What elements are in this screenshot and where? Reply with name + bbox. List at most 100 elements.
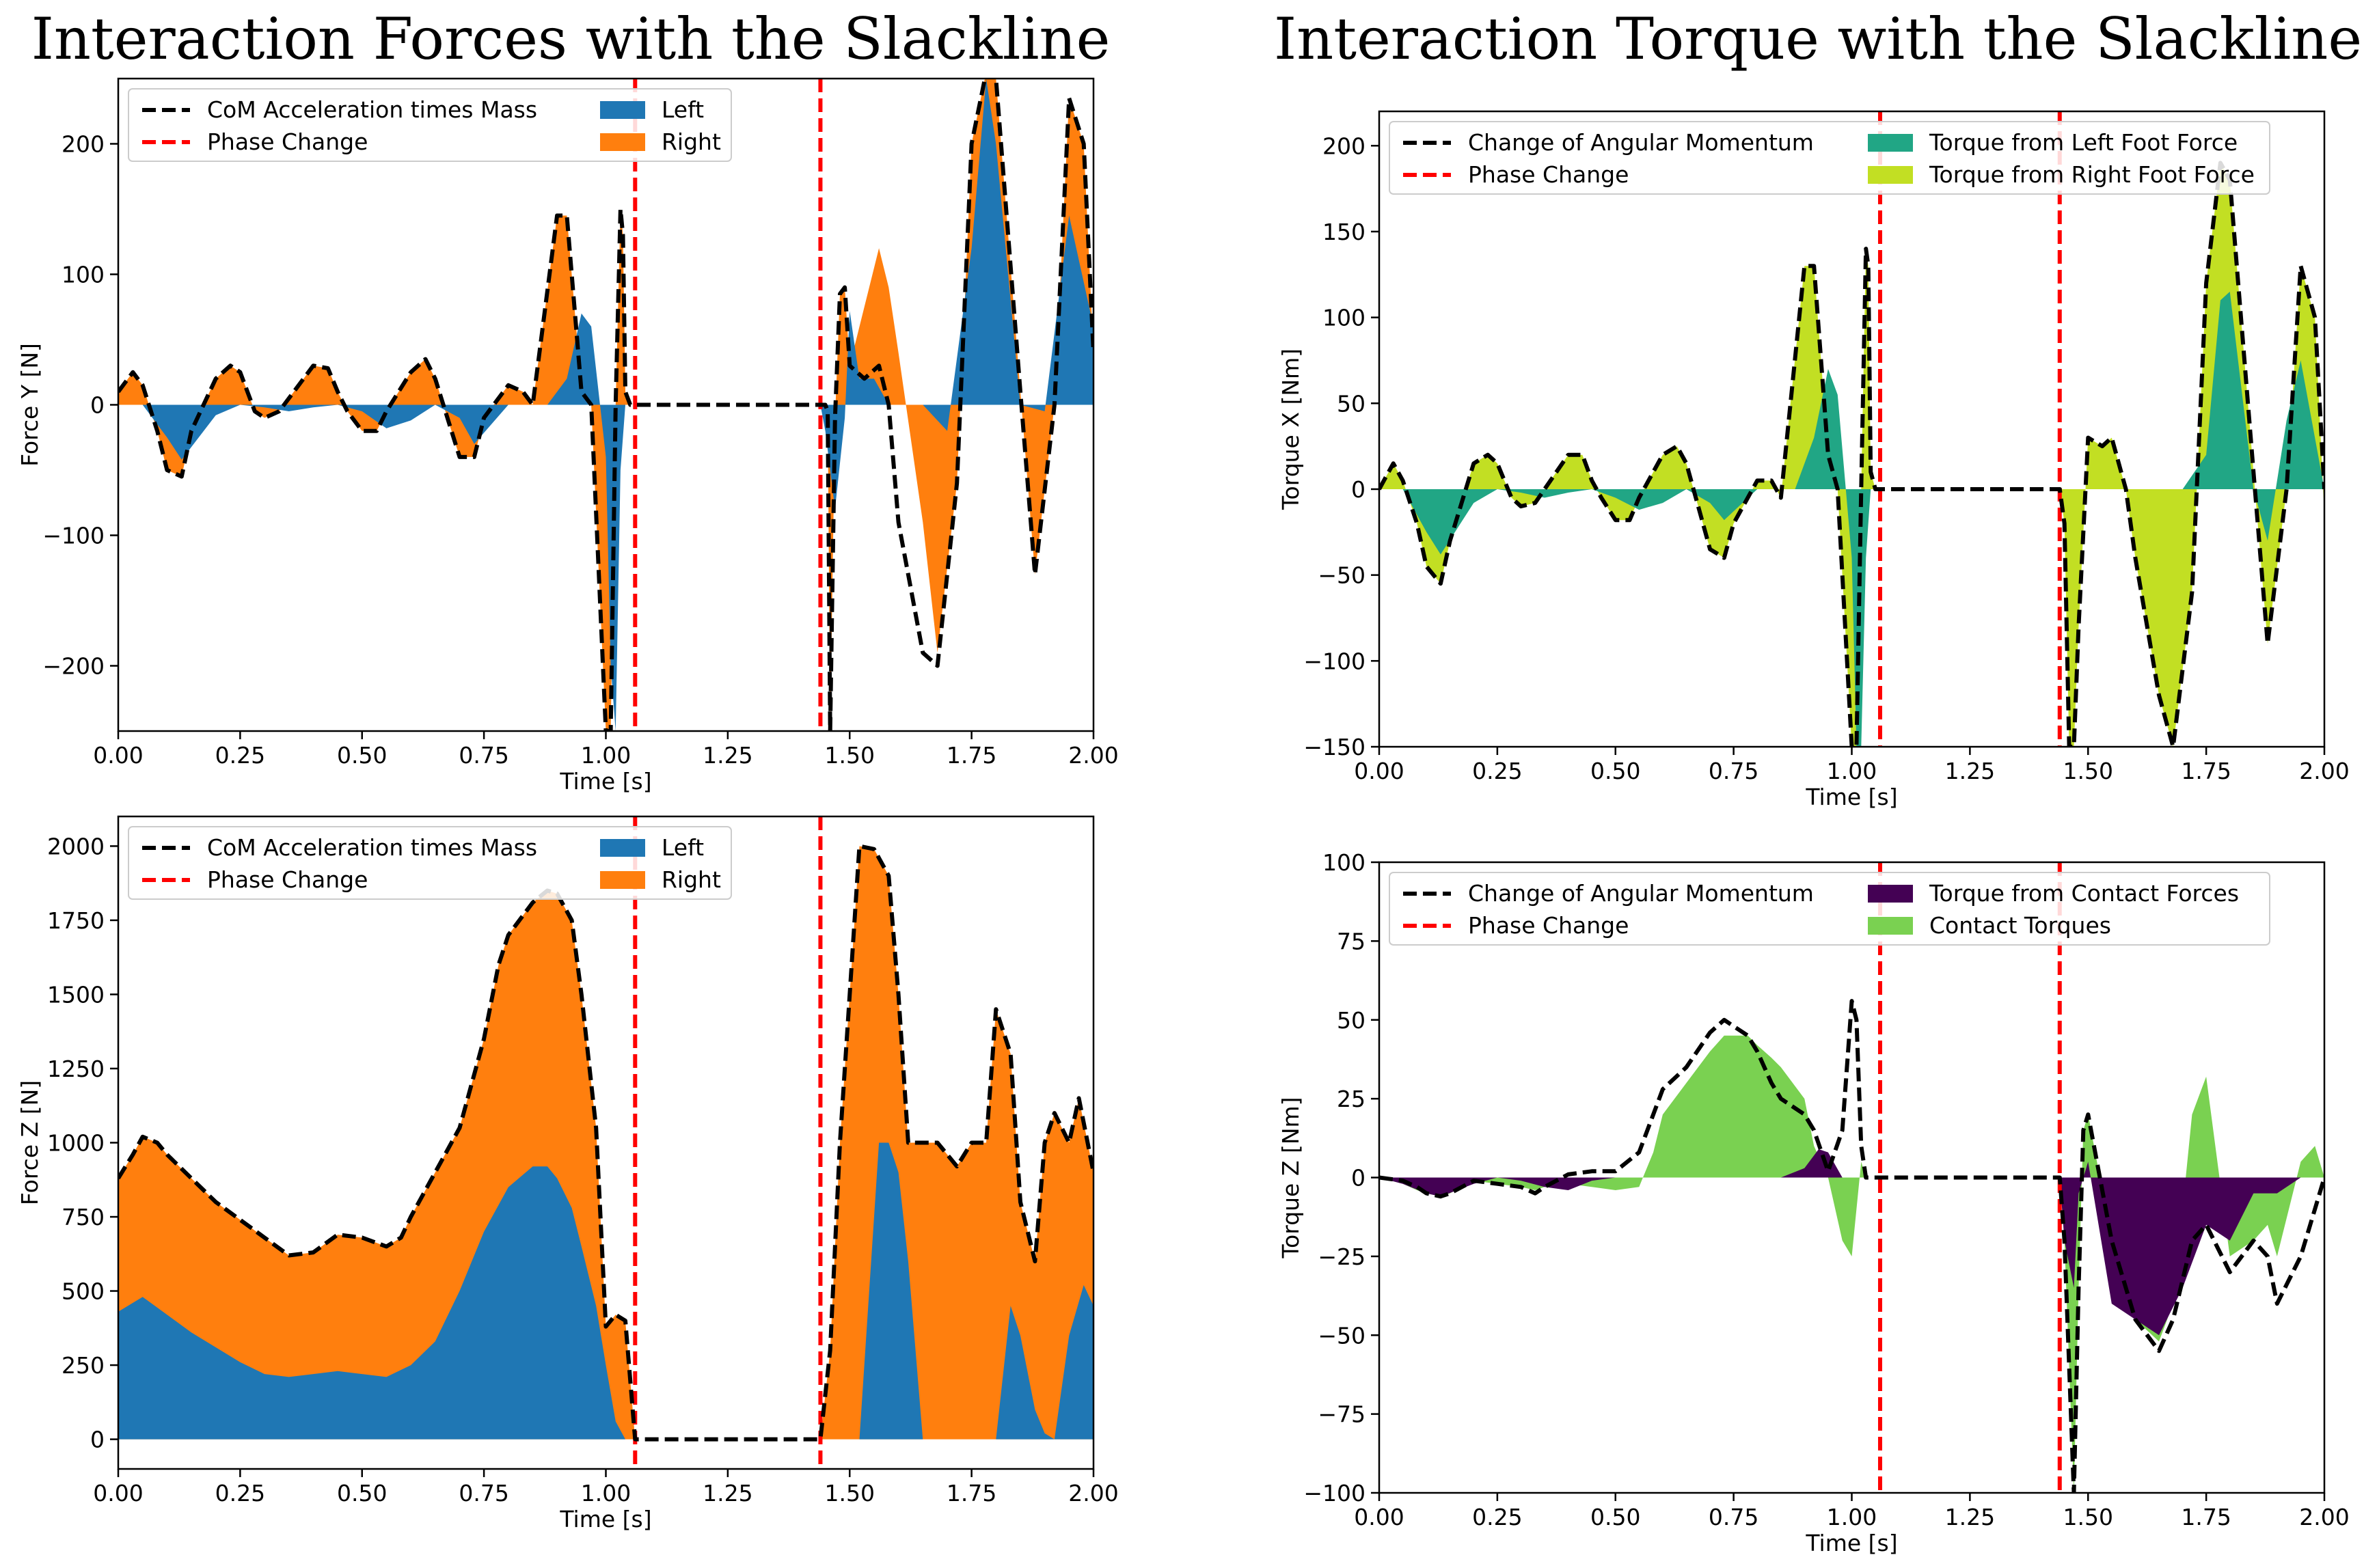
x-tick-label: 1.50 [825,1480,875,1507]
legend: Change of Angular Momentum Phase Change To… [1389,872,2270,946]
area-right [118,79,1093,731]
x-tick-label: 0.00 [1354,758,1404,784]
legend-label: Phase Change [1468,161,1629,188]
y-tick-label: −25 [1318,1243,1366,1270]
force-y-panel: 0.00 0.25 0.50 0.75 1.00 1.25 1.50 1.75 2.00 −200… [16,77,1119,795]
y-tick-label: 1750 [47,907,105,934]
y-tick-label: 1250 [47,1056,105,1082]
line-com-acceleration-times-mass [118,844,1093,1442]
x-tick-label: 0.75 [459,742,508,769]
x-tick-label: 0.50 [1590,1504,1640,1530]
y-tick-label: −75 [1318,1401,1366,1428]
x-axis-label: Time [s] [559,768,651,795]
x-tick-label: 2.00 [2299,758,2349,784]
x-tick-label: 0.75 [459,1480,508,1507]
legend: Change of Angular Momentum Phase Change To… [1389,121,2270,195]
legend-fill-swatch [600,101,645,119]
area-torque-from-contact-forces [1379,1149,2324,1336]
legend-label: Contact Torques [1929,912,2111,939]
y-tick-label: 250 [62,1352,105,1379]
x-tick-label: 0.25 [215,1480,265,1507]
legend-fill-swatch [600,839,645,857]
x-tick-label: 1.00 [581,742,631,769]
x-axis-label: Time [s] [559,1506,651,1532]
y-tick-label: 100 [1322,849,1366,876]
x-tick-label: 1.00 [1827,1504,1877,1530]
legend-label: Left [662,834,704,861]
x-tick-label: 1.75 [2181,1504,2231,1530]
y-tick-label: −50 [1318,1322,1366,1349]
x-tick-label: 0.50 [1590,758,1640,784]
legend: CoM Acceleration times Mass Phase Change L… [128,88,732,162]
y-tick-label: 1500 [47,981,105,1008]
legend-box [128,826,732,900]
y-tick-label: −100 [1303,648,1366,674]
y-tick-label: −200 [42,653,105,680]
y-axis-label: Force Z [N] [16,1080,43,1205]
y-tick-label: 25 [1337,1086,1366,1112]
plot-area [118,816,1093,1469]
plot-area [118,79,1093,731]
x-tick-label: 0.25 [1472,758,1522,784]
line-change-of-angular-momentum [1379,161,2324,747]
x-tick-label: 2.00 [2299,1504,2349,1530]
x-tick-label: 1.75 [947,1480,996,1507]
area-torque-from-left-foot-force [1379,291,2324,747]
x-tick-label: 1.75 [947,742,996,769]
legend-label: Phase Change [1468,912,1629,939]
x-tick-label: 1.50 [825,742,875,769]
x-tick-label: 0.25 [1472,1504,1522,1530]
legend: CoM Acceleration times Mass Phase Change L… [128,826,732,900]
y-tick-label: 75 [1337,928,1366,954]
legend-label: Right [662,866,721,893]
legend-label: CoM Acceleration times Mass [207,834,537,861]
legend-label: Torque from Contact Forces [1929,880,2239,907]
area-torque-from-right-foot-force [1379,163,2324,747]
x-tick-label: 0.25 [215,742,265,769]
x-tick-label: 0.00 [93,1480,143,1507]
x-tick-label: 1.25 [703,1480,752,1507]
y-tick-label: −150 [1303,734,1366,760]
area-left [118,79,1093,731]
y-tick-label: 150 [1322,219,1366,245]
area-contact-torques [1379,1035,2324,1493]
y-tick-label: 200 [1322,133,1366,159]
torque-x-panel: 0.00 0.25 0.50 0.75 1.00 1.25 1.50 1.75 2.00 −150… [1277,110,2350,810]
area-right [118,846,1093,1440]
x-tick-label: 1.50 [2063,1504,2113,1530]
x-axis-label: Time [s] [1805,1530,1897,1556]
line-change-of-angular-momentum [1379,999,2324,1493]
x-tick-label: 0.00 [1354,1504,1404,1530]
x-tick-label: 1.25 [1945,1504,1995,1530]
y-tick-label: −100 [42,523,105,549]
legend-label: Change of Angular Momentum [1468,129,1814,156]
y-tick-label: 200 [62,131,105,158]
plot-area [1379,862,2324,1493]
y-tick-label: 0 [90,392,105,419]
y-tick-label: 100 [1322,305,1366,331]
y-tick-label: 0 [90,1427,105,1453]
x-tick-label: 0.75 [1709,758,1758,784]
legend-label: CoM Acceleration times Mass [207,96,537,123]
x-tick-label: 1.00 [581,1480,631,1507]
legend-label: Torque from Left Foot Force [1929,129,2238,156]
x-tick-label: 1.25 [1945,758,1995,784]
legend-label: Right [662,128,721,155]
legend-fill-swatch [600,871,645,889]
line-com-acceleration-times-mass [118,79,1093,731]
legend-label: Left [662,96,704,123]
y-axis-label: Torque X [Nm] [1277,348,1304,510]
plot-area [1379,111,2324,747]
legend-fill-swatch [1868,134,1913,152]
legend-label: Torque from Right Foot Force [1929,161,2255,188]
legend-fill-swatch [1868,917,1913,935]
y-tick-label: 500 [62,1278,105,1305]
y-tick-label: −50 [1318,562,1366,589]
y-tick-label: 750 [62,1204,105,1230]
legend-fill-swatch [600,133,645,151]
x-tick-label: 1.50 [2063,758,2113,784]
x-tick-label: 2.00 [1068,742,1118,769]
y-tick-label: 0 [1351,476,1366,503]
x-tick-label: 2.00 [1068,1480,1118,1507]
left-title: Interaction Forces with the Slackline [31,5,1111,72]
